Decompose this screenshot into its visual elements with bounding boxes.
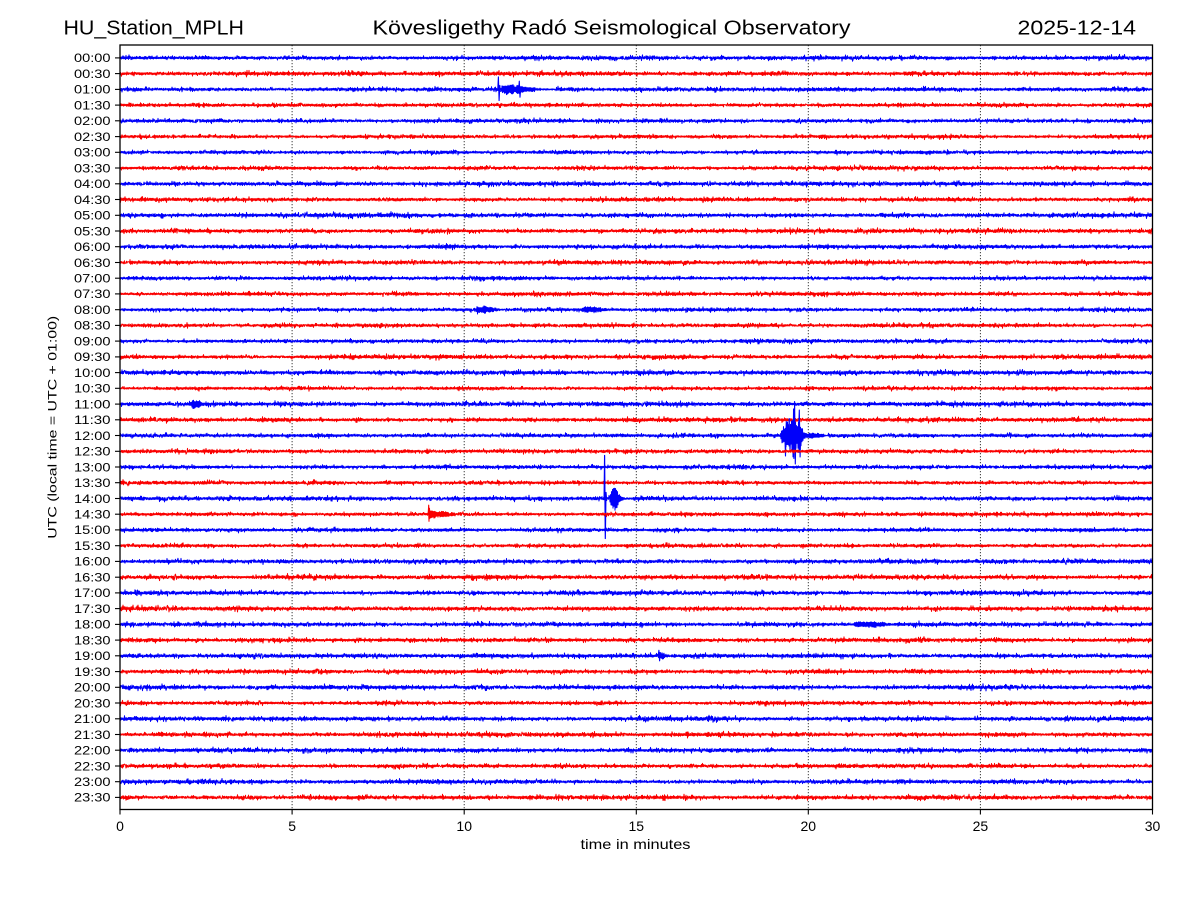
svg-text:04:30: 04:30 [74, 193, 111, 207]
svg-text:15: 15 [629, 818, 645, 834]
svg-text:14:30: 14:30 [74, 508, 111, 522]
svg-text:01:30: 01:30 [74, 98, 111, 112]
svg-text:19:30: 19:30 [74, 665, 111, 679]
svg-text:time in minutes: time in minutes [581, 836, 691, 852]
svg-text:21:30: 21:30 [74, 728, 111, 742]
svg-text:10:30: 10:30 [74, 382, 111, 396]
svg-text:12:30: 12:30 [74, 445, 111, 459]
svg-text:21:00: 21:00 [74, 712, 111, 726]
svg-text:00:30: 00:30 [74, 67, 111, 81]
svg-text:23:00: 23:00 [74, 775, 111, 789]
svg-text:08:30: 08:30 [74, 319, 111, 333]
svg-text:05:00: 05:00 [74, 209, 111, 223]
svg-text:22:00: 22:00 [74, 744, 111, 758]
svg-text:16:00: 16:00 [74, 555, 111, 569]
svg-text:5: 5 [288, 818, 296, 834]
svg-text:04:00: 04:00 [74, 177, 111, 191]
svg-text:02:30: 02:30 [74, 130, 111, 144]
svg-text:19:00: 19:00 [74, 649, 111, 663]
svg-text:23:30: 23:30 [74, 791, 111, 805]
svg-text:06:00: 06:00 [74, 240, 111, 254]
svg-text:03:30: 03:30 [74, 161, 111, 175]
svg-text:09:30: 09:30 [74, 350, 111, 364]
svg-text:07:30: 07:30 [74, 287, 111, 301]
svg-text:10: 10 [456, 818, 472, 834]
svg-text:08:00: 08:00 [74, 303, 111, 317]
svg-text:10:00: 10:00 [74, 366, 111, 380]
svg-text:12:00: 12:00 [74, 429, 111, 443]
svg-text:09:00: 09:00 [74, 334, 111, 348]
svg-text:00:00: 00:00 [74, 51, 111, 65]
svg-text:06:30: 06:30 [74, 256, 111, 270]
svg-text:20:00: 20:00 [74, 681, 111, 695]
svg-text:22:30: 22:30 [74, 759, 111, 773]
svg-text:13:30: 13:30 [74, 476, 111, 490]
svg-text:UTC (local time = UTC + 01:00): UTC (local time = UTC + 01:00) [46, 316, 60, 539]
svg-text:18:30: 18:30 [74, 633, 111, 647]
svg-text:17:00: 17:00 [74, 586, 111, 600]
svg-text:03:00: 03:00 [74, 146, 111, 160]
svg-text:2025-12-14: 2025-12-14 [1018, 16, 1137, 39]
svg-text:02:00: 02:00 [74, 114, 111, 128]
svg-text:14:00: 14:00 [74, 492, 111, 506]
svg-text:01:00: 01:00 [74, 83, 111, 97]
svg-text:05:30: 05:30 [74, 224, 111, 238]
svg-text:20: 20 [801, 818, 817, 834]
svg-text:11:00: 11:00 [74, 397, 111, 411]
svg-text:Kövesligethy Radó Seismologica: Kövesligethy Radó Seismological Observat… [373, 16, 852, 39]
svg-text:30: 30 [1145, 818, 1161, 834]
svg-text:15:30: 15:30 [74, 539, 111, 553]
svg-text:0: 0 [116, 818, 124, 834]
svg-text:25: 25 [973, 818, 989, 834]
svg-text:18:00: 18:00 [74, 618, 111, 632]
svg-text:13:00: 13:00 [74, 460, 111, 474]
svg-text:11:30: 11:30 [74, 413, 111, 427]
svg-text:16:30: 16:30 [74, 571, 111, 585]
svg-text:20:30: 20:30 [74, 696, 111, 710]
svg-text:07:00: 07:00 [74, 272, 111, 286]
svg-text:HU_Station_MPLH: HU_Station_MPLH [64, 16, 245, 39]
svg-text:15:00: 15:00 [74, 523, 111, 537]
svg-text:17:30: 17:30 [74, 602, 111, 616]
